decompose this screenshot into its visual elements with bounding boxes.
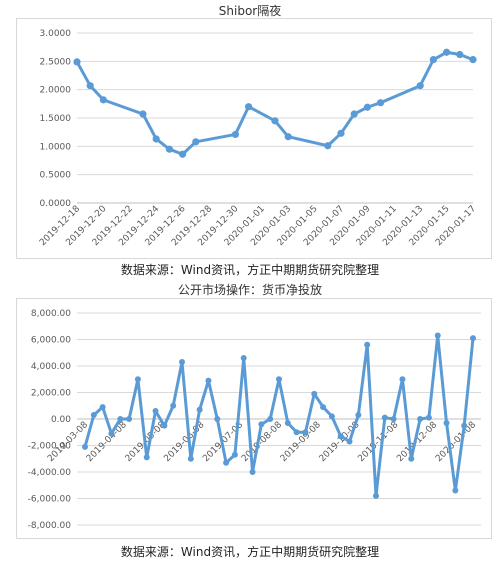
data-point xyxy=(143,454,150,461)
chart-panel-shibor: 0.0000 0.5000 1.0000 1.5000 2.0000 2.5000 3.00… xyxy=(16,18,492,259)
data-point xyxy=(117,416,124,422)
data-point xyxy=(187,455,194,462)
data-point xyxy=(443,419,450,426)
data-point xyxy=(373,492,379,499)
chart-source-omo: 数据来源：Wind资讯，方正中期期货研究院整理 xyxy=(120,545,380,559)
data-point xyxy=(267,416,274,422)
data-point xyxy=(456,50,464,59)
data-point xyxy=(205,377,212,384)
data-point xyxy=(337,129,345,137)
data-point xyxy=(231,130,239,139)
data-point xyxy=(179,359,185,366)
y-tick-label: 3.0000 xyxy=(40,29,72,39)
y-tick-label: 2,000.00 xyxy=(31,389,71,399)
data-point xyxy=(320,404,327,411)
data-point xyxy=(408,455,415,462)
data-point xyxy=(429,56,437,64)
data-point xyxy=(302,429,309,436)
data-point xyxy=(350,110,358,118)
data-point xyxy=(152,408,159,415)
data-point xyxy=(434,332,441,339)
chart-omo-svg: -8,000.00 -6,000.00 -4,000.00 -2,000.00 0.00… xyxy=(28,309,481,531)
y-tick-label: -8,000.00 xyxy=(28,521,72,531)
data-point xyxy=(108,430,115,437)
y-tick-label: 4,000.00 xyxy=(31,362,71,372)
data-point xyxy=(381,414,388,421)
y-tick-label: 0.5000 xyxy=(40,171,72,181)
data-point xyxy=(165,145,173,153)
data-point xyxy=(90,412,97,419)
data-point xyxy=(240,355,247,362)
data-point xyxy=(179,150,187,158)
y-tick-label: 2.0000 xyxy=(40,86,72,96)
data-point xyxy=(223,459,230,466)
data-point xyxy=(170,402,177,409)
data-point xyxy=(249,469,256,475)
data-point xyxy=(258,421,265,428)
x-tick-label: 2019-09-08 xyxy=(279,420,323,464)
data-point xyxy=(337,433,344,440)
data-point xyxy=(214,416,221,422)
data-point xyxy=(284,133,292,141)
y-tick-label: 0.0000 xyxy=(40,199,72,209)
y-tick-label: 8,000.00 xyxy=(31,309,71,319)
data-point xyxy=(231,451,238,458)
data-point xyxy=(192,138,200,146)
data-point xyxy=(196,406,203,413)
data-point xyxy=(470,335,476,342)
data-point xyxy=(377,99,385,107)
chart-source-shibor: 数据来源：Wind资讯，方正中期期货研究院整理 xyxy=(120,263,380,277)
data-point xyxy=(139,110,147,118)
data-point xyxy=(284,419,291,426)
data-point xyxy=(271,117,279,125)
data-point xyxy=(390,416,397,422)
data-point xyxy=(99,96,107,104)
y-tick-label: 6,000.00 xyxy=(31,336,71,346)
data-point xyxy=(364,341,371,348)
data-point xyxy=(328,413,335,420)
series-line xyxy=(75,50,474,156)
data-point xyxy=(346,438,353,445)
data-point xyxy=(417,416,424,422)
data-point xyxy=(355,412,362,419)
data-point xyxy=(152,135,160,143)
y-tick-label: -2,000.00 xyxy=(28,442,72,452)
data-point xyxy=(416,82,424,90)
x-tick-label: 2020-01-08 xyxy=(434,420,478,464)
y-tick-label: 1.5000 xyxy=(40,114,72,124)
data-point xyxy=(461,422,468,429)
data-point xyxy=(82,443,88,450)
data-point xyxy=(311,390,318,397)
y-tick-label: -4,000.00 xyxy=(28,468,72,478)
data-point xyxy=(293,429,300,436)
chart-panel-omo: -8,000.00 -6,000.00 -4,000.00 -2,000.00 0.00… xyxy=(16,298,492,539)
y-tick-label: 0.00 xyxy=(51,415,71,425)
data-point xyxy=(161,422,168,429)
x-tick-label: 2019-06-08 xyxy=(162,420,206,464)
data-point xyxy=(245,103,253,111)
y-tick-label: -6,000.00 xyxy=(28,495,72,505)
chart-shibor-svg: 0.0000 0.5000 1.0000 1.5000 2.0000 2.5000 3.00… xyxy=(38,29,478,248)
data-point xyxy=(425,414,432,421)
data-point xyxy=(324,142,332,150)
y-tick-label: 2.5000 xyxy=(40,57,72,67)
data-point xyxy=(73,58,81,66)
data-point xyxy=(126,416,133,422)
y-tick-label: 1.0000 xyxy=(40,142,72,152)
data-point xyxy=(86,82,94,90)
data-point xyxy=(363,103,371,111)
data-point xyxy=(452,487,459,494)
data-point xyxy=(399,376,406,383)
data-point xyxy=(276,376,282,383)
data-point xyxy=(443,48,451,56)
chart-title-shibor: Shibor隔夜 xyxy=(218,4,282,18)
data-point xyxy=(469,56,477,64)
data-point xyxy=(134,376,141,383)
chart-title-omo: 公开市场操作：货币净投放 xyxy=(177,283,322,297)
x-tick-label: 2019-11-08 xyxy=(356,420,400,464)
data-point xyxy=(99,404,106,411)
